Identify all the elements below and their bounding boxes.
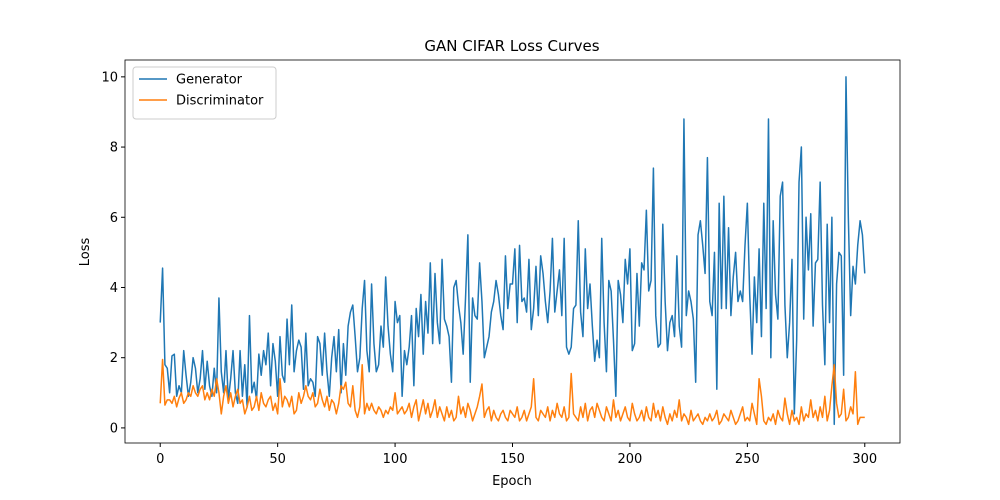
x-tick-label: 150 [500,452,525,467]
legend-label: Discriminator [176,94,264,109]
x-tick-label: 0 [156,452,164,467]
y-tick-label: 4 [110,281,118,296]
y-tick-label: 2 [110,351,118,366]
line-series [159,76,866,426]
y-tick-label: 8 [110,141,118,156]
x-tick-label: 300 [852,452,877,467]
x-tick-label: 200 [618,452,643,467]
legend-box [132,66,277,120]
plot-frame [124,59,901,444]
y-axis-label: Loss [78,238,93,267]
x-tick-label: 250 [735,452,760,467]
y-tick-label: 10 [101,70,118,85]
legend: Generator Discriminator [132,66,277,120]
x-tick-label: 100 [383,452,408,467]
x-axis-label: Epoch [492,474,532,489]
y-tick-label: 6 [110,211,118,226]
x-tick-label: 50 [269,452,286,467]
line-series [159,358,865,426]
y-tick-label: 0 [110,421,118,436]
legend-label: Generator [176,73,243,88]
chart-title: GAN CIFAR Loss Curves [424,37,599,55]
